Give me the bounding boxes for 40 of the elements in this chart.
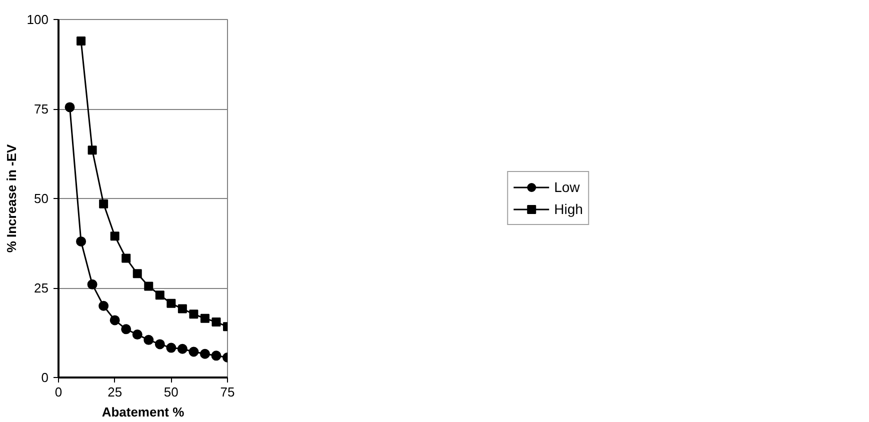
point [211,350,222,361]
y-axis-title: % Increase in -EV [4,144,19,253]
point [64,102,75,112]
y-tick-label: 25 [34,280,49,296]
point [99,199,108,208]
point [121,324,132,334]
point [178,304,187,314]
point [166,298,176,308]
x-tick-label: 75 [220,384,235,400]
point [76,236,86,246]
point [132,330,142,340]
point [200,348,210,359]
point [110,315,120,326]
point [189,310,198,319]
point [88,146,97,155]
legend-label: Low [554,179,580,195]
point [154,339,165,350]
point [144,334,154,345]
legend-label: High [554,201,583,217]
point [212,318,221,327]
y-tick-label: 75 [34,102,49,116]
point [132,269,142,278]
y-tick-label: 0 [41,370,49,385]
point [144,282,154,291]
x-tick-label: 25 [108,384,122,400]
point [155,290,164,300]
point [110,232,120,241]
y-tick-label: 50 [34,191,49,206]
point [122,254,131,263]
x-tick-label: 50 [164,384,178,400]
x-tick-label: 0 [54,384,62,400]
point [166,342,176,353]
point [188,346,199,357]
point [76,36,86,46]
x-axis-title: Abatement % [102,404,185,420]
point [177,344,188,354]
point [87,279,98,290]
point [98,300,109,311]
y-tick-label: 100 [26,12,49,27]
point [200,314,210,323]
